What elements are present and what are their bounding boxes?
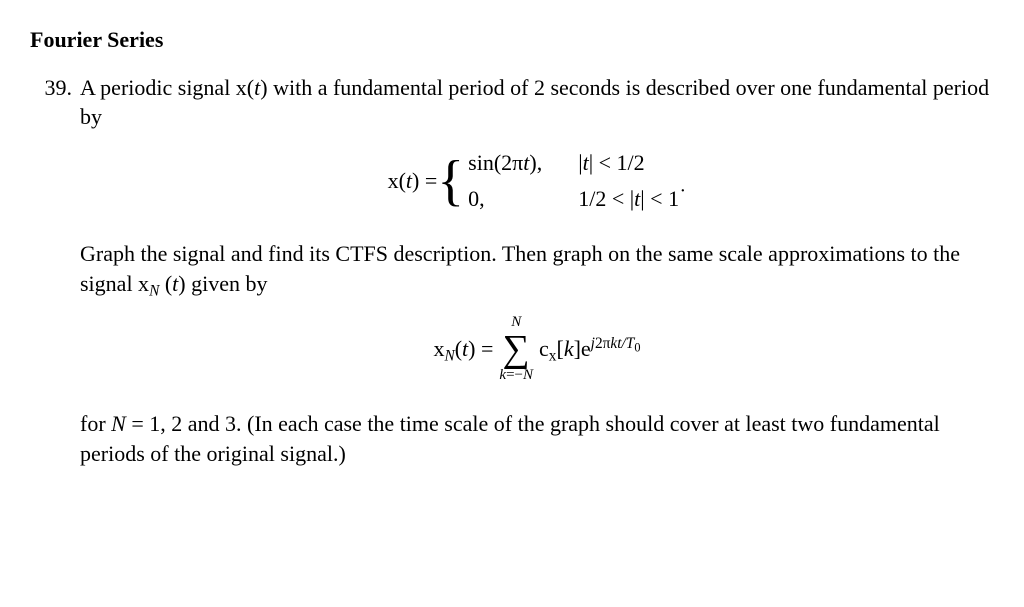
section-heading: Fourier Series	[30, 25, 994, 55]
text-run: = 1, 2 and 3. (In each case the time sca…	[80, 411, 940, 466]
eq-lhs: ) =	[412, 166, 437, 196]
text-run: for	[80, 411, 111, 436]
piecewise: { sin(2πt), |t| < 1/2 0, 1/2 < |t| < 1˙	[437, 148, 686, 213]
case-expr: sin(2πt),	[468, 148, 542, 178]
eq-lhs: x(	[388, 166, 406, 196]
text-run: (	[159, 271, 172, 296]
paragraph-2: Graph the signal and find its CTFS descr…	[80, 239, 994, 298]
var-n: N	[111, 411, 126, 436]
paragraph-3: for N = 1, 2 and 3. (In each case the ti…	[80, 409, 994, 468]
text-run: ) given by	[178, 271, 267, 296]
sigma-icon: ∑	[503, 330, 530, 368]
paragraph-1: A periodic signal x(t) with a fundamenta…	[80, 73, 994, 132]
eq-lhs: xN(t) =	[433, 334, 493, 364]
sum-term: cx[k]ej2πkt/T0	[539, 334, 641, 364]
sum-lower: k=−N	[499, 368, 533, 383]
brace-icon: {	[437, 156, 464, 206]
case-expr: 0,	[468, 184, 542, 214]
problem-body: A periodic signal x(t) with a fundamenta…	[80, 73, 994, 483]
equation-2: xN(t) = N ∑ k=−N cx[k]ej2πkt/T0	[80, 315, 994, 383]
text-run: A periodic signal x(	[80, 75, 254, 100]
subscript-n: N	[149, 283, 159, 300]
equation-1: x(t) = { sin(2πt), |t| < 1/2 0, 1/2 < |t…	[80, 148, 994, 213]
case-cond: |t| < 1/2	[578, 148, 686, 178]
summation: N ∑ k=−N cx[k]ej2πkt/T0	[493, 315, 640, 383]
case-cond: 1/2 < |t| < 1˙	[578, 184, 686, 214]
problem-block: 39. A periodic signal x(t) with a fundam…	[30, 73, 994, 483]
problem-number: 39.	[30, 73, 80, 103]
